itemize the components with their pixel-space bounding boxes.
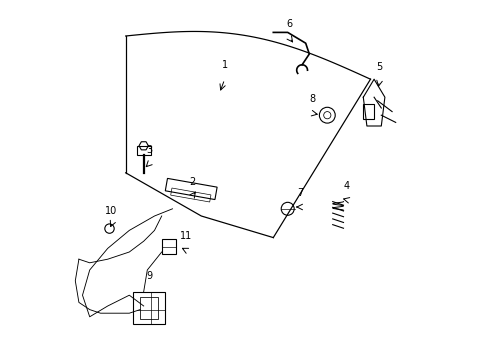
Text: 8: 8	[309, 94, 315, 104]
Text: 11: 11	[180, 231, 192, 241]
Bar	[140, 297, 158, 319]
Bar	[133, 292, 165, 324]
Text: 9: 9	[146, 271, 152, 281]
Text: 4: 4	[344, 181, 349, 191]
Text: 10: 10	[105, 206, 117, 216]
Text: 1: 1	[221, 60, 227, 70]
Bar	[162, 239, 176, 254]
Bar	[363, 104, 373, 119]
Text: 7: 7	[297, 188, 303, 198]
Bar	[170, 188, 210, 202]
Bar	[136, 146, 151, 155]
Text: 5: 5	[376, 62, 382, 72]
Text: 3: 3	[146, 145, 152, 155]
Text: 6: 6	[286, 19, 292, 29]
Text: 2: 2	[189, 177, 195, 187]
Bar	[165, 179, 217, 199]
